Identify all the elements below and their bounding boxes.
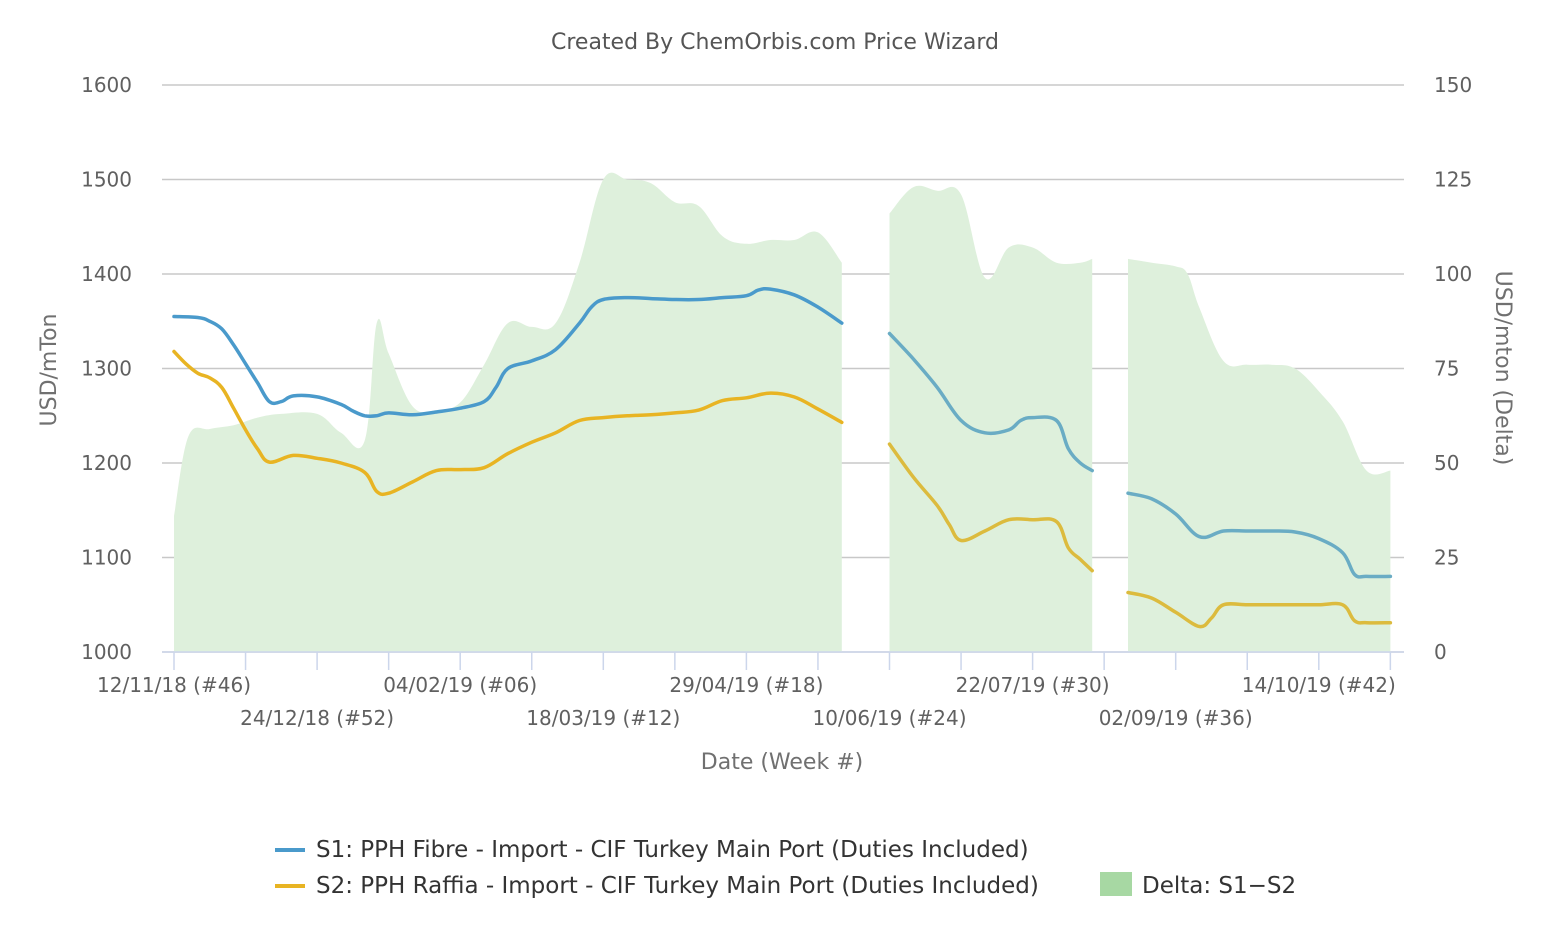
- legend-label-s1: S1: PPH Fibre - Import - CIF Turkey Main…: [316, 837, 1029, 863]
- delta-area-segment: [889, 185, 1093, 652]
- y-tick-label: 1000: [81, 640, 132, 664]
- delta-area: [174, 172, 1391, 652]
- y-axis-title: USD/mTon: [37, 314, 62, 427]
- delta-area-segment: [1128, 258, 1391, 652]
- y2-tick-label: 25: [1434, 546, 1459, 570]
- x-axis: 12/11/18 (#46) 24/12/18 (#52) 04/02/19 (#0…: [97, 651, 1404, 730]
- legend-label-delta: Delta: S1−S2: [1142, 873, 1296, 899]
- series-s2-line[interactable]: [172, 349, 844, 497]
- price-lines: [172, 286, 1393, 629]
- y2-tick-label: 150: [1434, 73, 1472, 97]
- y2-tick-label: 50: [1434, 451, 1459, 475]
- y2-tick-label: 125: [1434, 168, 1472, 192]
- y-tick-label: 1600: [81, 73, 132, 97]
- x-axis-title: Date (Week #): [701, 750, 863, 775]
- y-tick-label: 1100: [81, 546, 132, 570]
- legend[interactable]: S1: PPH Fibre - Import - CIF Turkey Main…: [275, 837, 1296, 899]
- legend-label-s2: S2: PPH Raffia - Import - CIF Turkey Mai…: [316, 873, 1039, 899]
- legend-item-s2[interactable]: S2: PPH Raffia - Import - CIF Turkey Mai…: [275, 873, 1039, 899]
- y-tick-label: 1300: [81, 357, 132, 381]
- x-tick-label: 02/09/19 (#36): [1099, 706, 1253, 730]
- chart-title: Created By ChemOrbis.com Price Wizard: [551, 30, 999, 55]
- y-tick-label: 1200: [81, 451, 132, 475]
- legend-item-delta[interactable]: Delta: S1−S2: [1100, 872, 1296, 899]
- series-s1-line[interactable]: [172, 286, 844, 419]
- x-tick-label: 22/07/19 (#30): [956, 673, 1110, 697]
- y2-tick-label: 0: [1434, 640, 1447, 664]
- x-tick-label: 29/04/19 (#18): [669, 673, 823, 697]
- delta-area-segment: [174, 172, 842, 652]
- series-s1-line[interactable]: [887, 331, 1094, 473]
- x-tick-label: 10/06/19 (#24): [813, 706, 967, 730]
- y-axis-right: 0 25 50 75 100 125 150: [1434, 73, 1472, 664]
- series-s2-line[interactable]: [887, 442, 1094, 573]
- series-s2-line[interactable]: [1126, 590, 1393, 629]
- y-axis-left: 1000 1100 1200 1300 1400 1500 1600: [81, 73, 132, 664]
- y2-axis-title: USD/mton (Delta): [1490, 271, 1515, 466]
- x-tick-label: 12/11/18 (#46): [97, 673, 251, 697]
- y-tick-label: 1500: [81, 168, 132, 192]
- legend-swatch-delta: [1100, 872, 1132, 896]
- x-tick-label: 04/02/19 (#06): [383, 673, 537, 697]
- y-tick-label: 1400: [81, 262, 132, 286]
- series-s1-line[interactable]: [1126, 491, 1393, 579]
- x-tick-label: 24/12/18 (#52): [240, 706, 394, 730]
- legend-item-s1[interactable]: S1: PPH Fibre - Import - CIF Turkey Main…: [275, 837, 1029, 863]
- y2-tick-label: 75: [1434, 357, 1459, 381]
- x-tick-label: 14/10/19 (#42): [1242, 673, 1396, 697]
- x-tick-label: 18/03/19 (#12): [526, 706, 680, 730]
- y2-tick-label: 100: [1434, 262, 1472, 286]
